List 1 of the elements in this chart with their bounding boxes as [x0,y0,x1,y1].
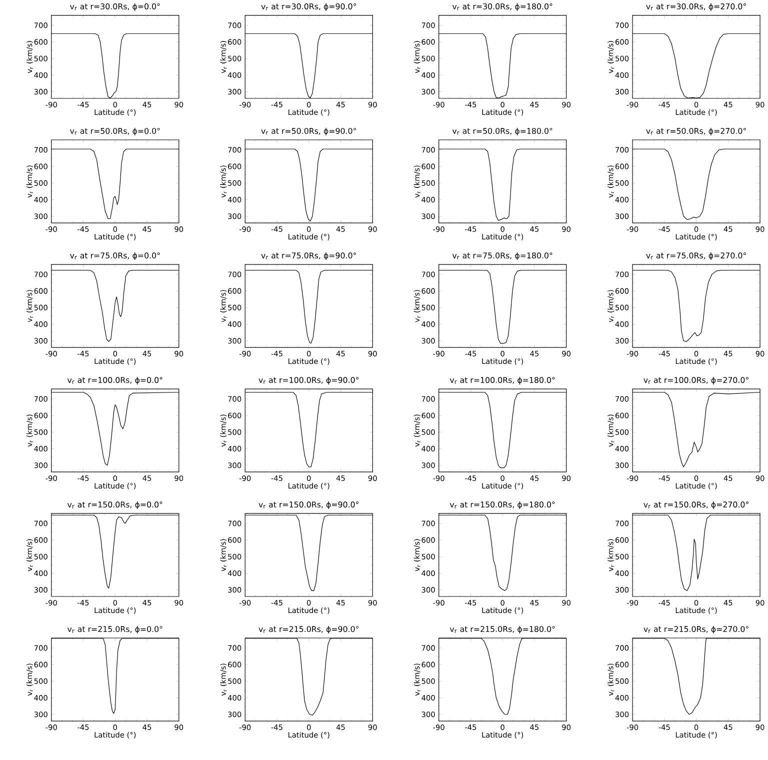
line-series [438,392,566,468]
